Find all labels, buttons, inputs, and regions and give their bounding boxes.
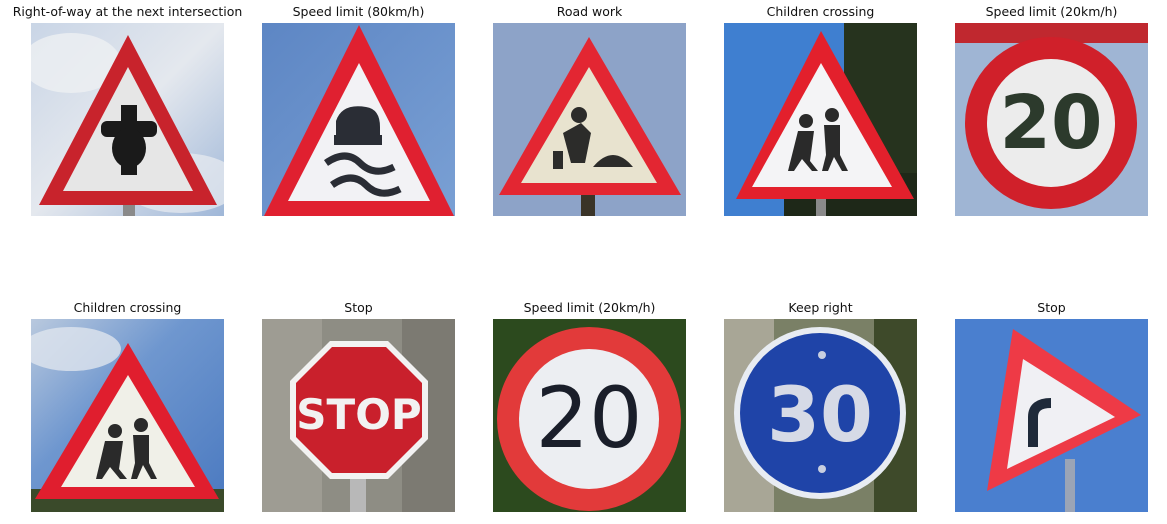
sign-title: Children crossing [73, 300, 182, 315]
sign-title: Speed limit (80km/h) [292, 4, 425, 19]
sign-title: Children crossing [766, 4, 875, 19]
sign-number: 20 [1000, 80, 1103, 166]
triangle-children-icon [31, 319, 224, 512]
triangle-intersection-icon [31, 23, 224, 216]
sign-title: Stop [1037, 300, 1066, 315]
sign-number: 30 [767, 370, 873, 459]
octagon-stop-icon: STOP [262, 319, 455, 512]
sign-title: Stop [344, 300, 373, 315]
sign-title: Keep right [788, 300, 853, 315]
sign-number: 20 [536, 369, 643, 467]
round-speed-20-icon: 20 [493, 319, 686, 512]
sign-title: Road work [556, 4, 623, 19]
triangle-road-work-icon [493, 23, 686, 216]
triangle-slippery-road-icon [262, 23, 455, 216]
triangle-curve-right-icon [955, 319, 1148, 512]
sign-title: Speed limit (20km/h) [523, 300, 656, 315]
blue-round-30-icon: 30 [724, 319, 917, 512]
sign-title: Speed limit (20km/h) [985, 4, 1118, 19]
round-speed-20-icon: 20 [955, 23, 1148, 216]
sign-title: Right-of-way at the next intersection [12, 4, 243, 19]
sign-text: STOP [296, 390, 421, 439]
triangle-children-icon [724, 23, 917, 216]
